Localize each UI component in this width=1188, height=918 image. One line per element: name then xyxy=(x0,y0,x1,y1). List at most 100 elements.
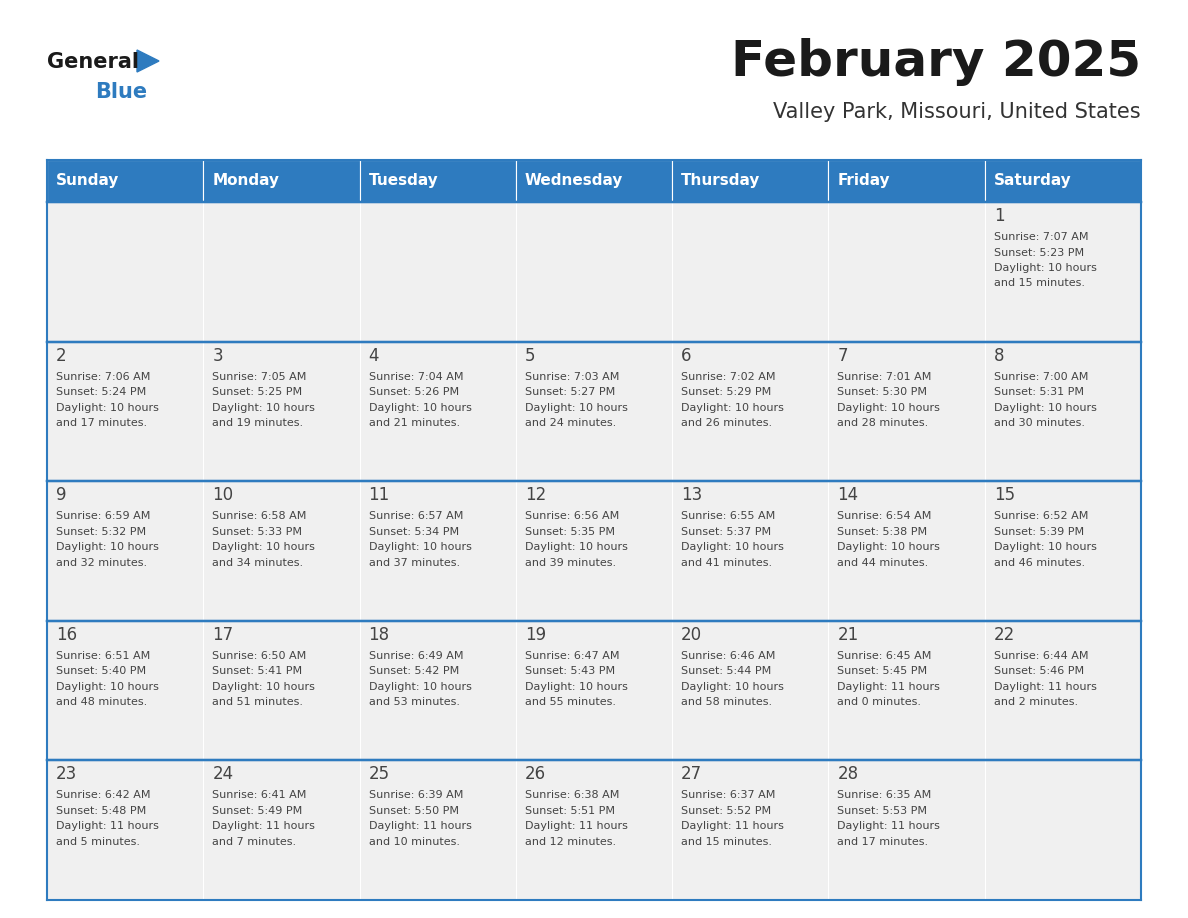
Text: Sunrise: 6:41 AM: Sunrise: 6:41 AM xyxy=(213,790,307,800)
Text: 15: 15 xyxy=(993,487,1015,504)
Text: Sunset: 5:23 PM: Sunset: 5:23 PM xyxy=(993,248,1083,258)
Bar xyxy=(516,621,672,760)
Text: and 55 minutes.: and 55 minutes. xyxy=(525,698,615,707)
Text: Daylight: 10 hours: Daylight: 10 hours xyxy=(525,682,627,692)
Text: Daylight: 10 hours: Daylight: 10 hours xyxy=(681,543,784,553)
Text: Daylight: 10 hours: Daylight: 10 hours xyxy=(56,403,159,412)
Bar xyxy=(985,202,1140,341)
Text: Daylight: 10 hours: Daylight: 10 hours xyxy=(368,543,472,553)
Text: and 37 minutes.: and 37 minutes. xyxy=(368,558,460,567)
Text: and 34 minutes.: and 34 minutes. xyxy=(213,558,303,567)
Text: Daylight: 10 hours: Daylight: 10 hours xyxy=(681,403,784,412)
Text: Daylight: 10 hours: Daylight: 10 hours xyxy=(368,403,472,412)
Text: 26: 26 xyxy=(525,766,546,783)
Bar xyxy=(360,621,516,760)
Bar xyxy=(828,481,985,621)
Text: and 15 minutes.: and 15 minutes. xyxy=(681,837,772,847)
Text: Sunset: 5:31 PM: Sunset: 5:31 PM xyxy=(993,387,1083,397)
Text: Sunset: 5:25 PM: Sunset: 5:25 PM xyxy=(213,387,303,397)
Bar xyxy=(516,341,672,481)
Text: Sunset: 5:50 PM: Sunset: 5:50 PM xyxy=(368,806,459,816)
Bar xyxy=(516,160,672,202)
Text: Sunrise: 7:07 AM: Sunrise: 7:07 AM xyxy=(993,232,1088,242)
Text: 11: 11 xyxy=(368,487,390,504)
Text: Sunrise: 6:37 AM: Sunrise: 6:37 AM xyxy=(681,790,776,800)
Text: Blue: Blue xyxy=(95,82,147,102)
Text: 9: 9 xyxy=(56,487,67,504)
Text: Daylight: 11 hours: Daylight: 11 hours xyxy=(525,822,627,832)
Text: 17: 17 xyxy=(213,626,233,644)
Text: 4: 4 xyxy=(368,347,379,364)
Text: Sunrise: 6:58 AM: Sunrise: 6:58 AM xyxy=(213,511,307,521)
Text: 5: 5 xyxy=(525,347,536,364)
Text: Sunday: Sunday xyxy=(56,174,119,188)
Text: Daylight: 10 hours: Daylight: 10 hours xyxy=(993,403,1097,412)
Text: Sunrise: 6:42 AM: Sunrise: 6:42 AM xyxy=(56,790,151,800)
Text: Sunset: 5:51 PM: Sunset: 5:51 PM xyxy=(525,806,615,816)
Text: 24: 24 xyxy=(213,766,233,783)
Text: Sunrise: 6:47 AM: Sunrise: 6:47 AM xyxy=(525,651,619,661)
Text: and 48 minutes.: and 48 minutes. xyxy=(56,698,147,707)
Bar xyxy=(672,481,828,621)
Text: Sunset: 5:34 PM: Sunset: 5:34 PM xyxy=(368,527,459,537)
Text: Sunrise: 6:50 AM: Sunrise: 6:50 AM xyxy=(213,651,307,661)
Bar xyxy=(203,621,360,760)
Bar xyxy=(985,160,1140,202)
Text: Daylight: 11 hours: Daylight: 11 hours xyxy=(838,682,941,692)
Bar xyxy=(828,202,985,341)
Bar xyxy=(203,760,360,900)
Text: and 28 minutes.: and 28 minutes. xyxy=(838,418,929,428)
Text: Wednesday: Wednesday xyxy=(525,174,624,188)
Text: 20: 20 xyxy=(681,626,702,644)
Text: and 58 minutes.: and 58 minutes. xyxy=(681,698,772,707)
Text: and 17 minutes.: and 17 minutes. xyxy=(56,418,147,428)
Bar xyxy=(360,202,516,341)
Bar xyxy=(360,481,516,621)
Bar xyxy=(203,202,360,341)
Text: Sunrise: 6:51 AM: Sunrise: 6:51 AM xyxy=(56,651,150,661)
Text: Sunset: 5:53 PM: Sunset: 5:53 PM xyxy=(838,806,928,816)
Text: and 17 minutes.: and 17 minutes. xyxy=(838,837,929,847)
Text: 21: 21 xyxy=(838,626,859,644)
Bar xyxy=(672,160,828,202)
Text: and 21 minutes.: and 21 minutes. xyxy=(368,418,460,428)
Text: Sunset: 5:26 PM: Sunset: 5:26 PM xyxy=(368,387,459,397)
Text: Daylight: 10 hours: Daylight: 10 hours xyxy=(213,682,315,692)
Text: Sunrise: 6:39 AM: Sunrise: 6:39 AM xyxy=(368,790,463,800)
Text: 3: 3 xyxy=(213,347,223,364)
Text: and 12 minutes.: and 12 minutes. xyxy=(525,837,617,847)
Text: Sunset: 5:35 PM: Sunset: 5:35 PM xyxy=(525,527,615,537)
Text: Sunset: 5:38 PM: Sunset: 5:38 PM xyxy=(838,527,928,537)
Text: Sunrise: 7:02 AM: Sunrise: 7:02 AM xyxy=(681,372,776,382)
Text: and 39 minutes.: and 39 minutes. xyxy=(525,558,617,567)
Text: and 30 minutes.: and 30 minutes. xyxy=(993,418,1085,428)
Bar xyxy=(672,341,828,481)
Text: Sunset: 5:46 PM: Sunset: 5:46 PM xyxy=(993,666,1083,677)
Text: Friday: Friday xyxy=(838,174,890,188)
Bar xyxy=(828,760,985,900)
Bar xyxy=(360,160,516,202)
Text: Sunrise: 6:35 AM: Sunrise: 6:35 AM xyxy=(838,790,931,800)
Bar xyxy=(360,760,516,900)
Text: Daylight: 10 hours: Daylight: 10 hours xyxy=(368,682,472,692)
Text: Sunrise: 6:56 AM: Sunrise: 6:56 AM xyxy=(525,511,619,521)
Text: 8: 8 xyxy=(993,347,1004,364)
Text: and 53 minutes.: and 53 minutes. xyxy=(368,698,460,707)
Text: 22: 22 xyxy=(993,626,1015,644)
Bar xyxy=(48,481,203,621)
Text: Sunset: 5:27 PM: Sunset: 5:27 PM xyxy=(525,387,615,397)
Bar xyxy=(360,341,516,481)
Text: Sunrise: 6:55 AM: Sunrise: 6:55 AM xyxy=(681,511,776,521)
Text: Daylight: 10 hours: Daylight: 10 hours xyxy=(838,403,941,412)
Text: Sunset: 5:33 PM: Sunset: 5:33 PM xyxy=(213,527,302,537)
Bar xyxy=(985,341,1140,481)
Text: Saturday: Saturday xyxy=(993,174,1072,188)
Text: Daylight: 11 hours: Daylight: 11 hours xyxy=(56,822,159,832)
Bar xyxy=(985,760,1140,900)
Text: Daylight: 10 hours: Daylight: 10 hours xyxy=(56,543,159,553)
Text: and 44 minutes.: and 44 minutes. xyxy=(838,558,929,567)
Text: Sunrise: 7:03 AM: Sunrise: 7:03 AM xyxy=(525,372,619,382)
Bar xyxy=(985,621,1140,760)
Text: General: General xyxy=(48,52,139,72)
Text: Sunset: 5:40 PM: Sunset: 5:40 PM xyxy=(56,666,146,677)
